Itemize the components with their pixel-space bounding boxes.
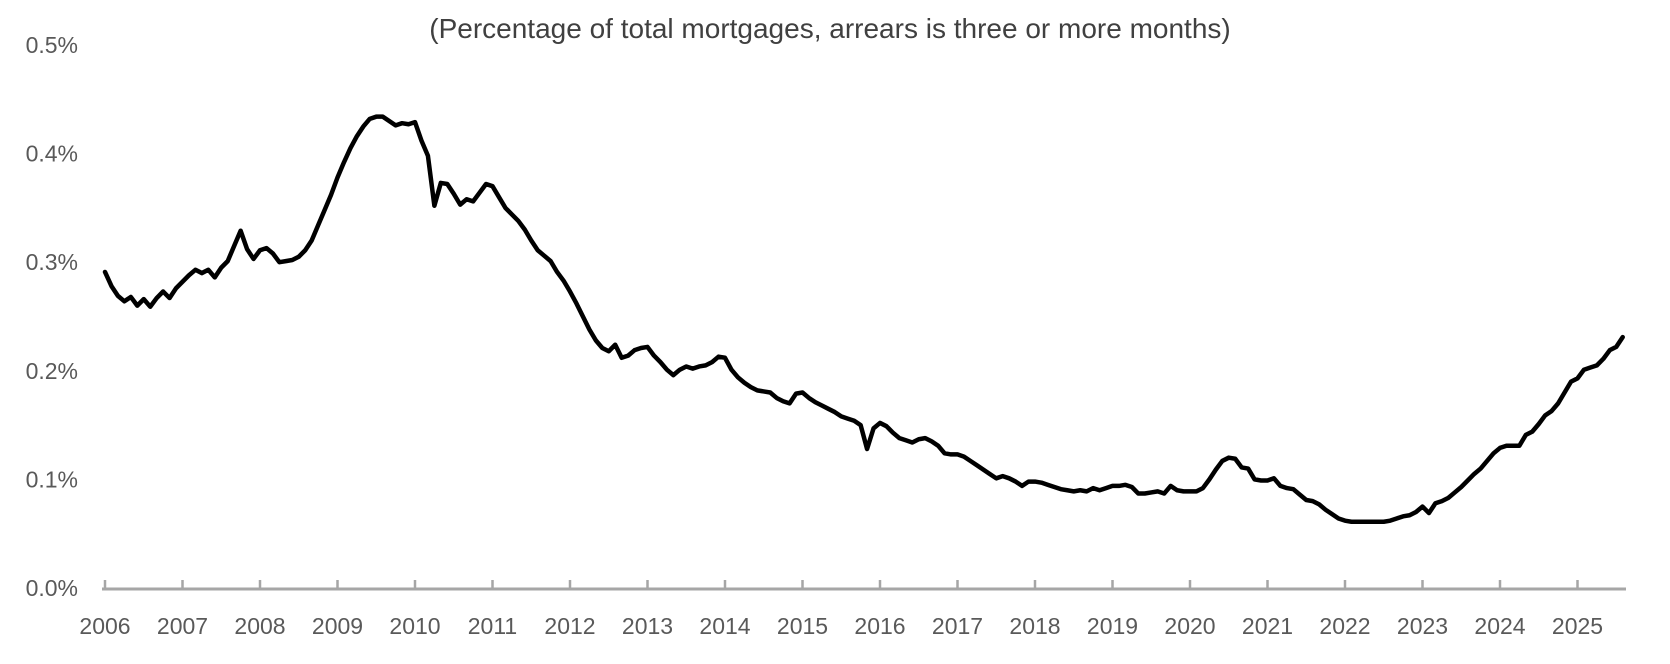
x-axis-tick-label: 2007 [157,613,208,639]
x-axis-tick-label: 2025 [1552,613,1603,639]
x-axis-tick-label: 2011 [468,613,517,639]
x-axis-tick-label: 2019 [1087,613,1138,639]
x-axis-tick-label: 2018 [1009,613,1060,639]
y-axis-tick-label: 0.3% [26,249,78,275]
x-axis-tick-label: 2015 [777,613,828,639]
x-axis-tick-label: 2006 [79,613,130,639]
x-axis-tick-label: 2017 [932,613,983,639]
x-axis-tick-label: 2013 [622,613,673,639]
y-axis-tick-label: 0.0% [26,575,78,601]
y-axis-tick-label: 0.4% [26,141,78,167]
x-axis-labels: 2006 2007 2008 2009 2010 2011 2012 2013 2014 2015… [79,613,1603,639]
x-axis-tick-label: 2021 [1242,613,1293,639]
x-axis-ticks [103,580,1579,589]
y-axis-tick-label: 0.2% [26,358,78,384]
x-axis-tick-label: 2024 [1474,613,1525,639]
arrears-data-line [102,114,1625,524]
x-axis-tick-label: 2020 [1164,613,1215,639]
x-axis-tick-label: 2009 [312,613,363,639]
x-axis-tick-label: 2010 [389,613,440,639]
chart-title: (Percentage of total mortgages, arrears … [429,13,1230,44]
x-axis-tick-label: 2016 [854,613,905,639]
x-axis-tick-label: 2012 [544,613,595,639]
x-axis-tick-label: 2014 [699,613,750,639]
y-axis-tick-label: 0.5% [26,32,78,58]
x-axis-tick-label: 2008 [234,613,285,639]
y-axis-labels: 0.5% 0.4% 0.3% 0.2% 0.1% 0.0% [26,32,78,601]
x-axis-tick-label: 2022 [1319,613,1370,639]
y-axis-tick-label: 0.1% [26,466,78,492]
x-axis-tick-label: 2023 [1397,613,1448,639]
